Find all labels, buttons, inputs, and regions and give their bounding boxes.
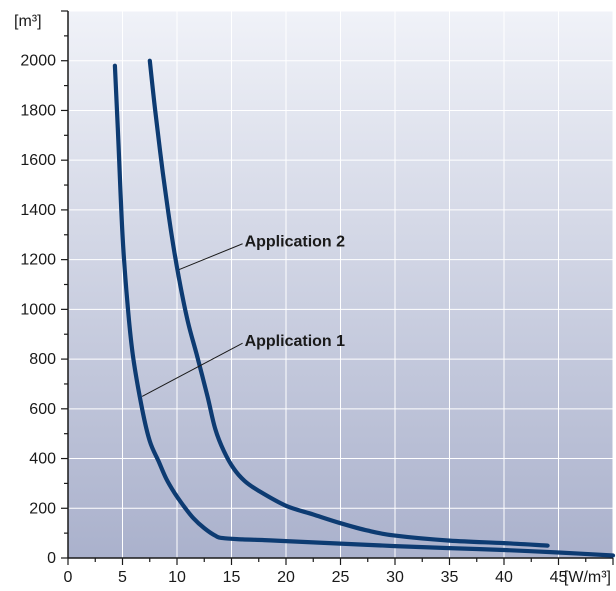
series-line-application-1 xyxy=(112,63,616,558)
x-tick-label: 20 xyxy=(277,569,295,586)
y-tick-label: 400 xyxy=(29,451,56,468)
series-layer xyxy=(112,58,616,558)
x-tick-label: 0 xyxy=(64,569,73,586)
x-tick-label: 15 xyxy=(223,569,241,586)
y-tick-label: 200 xyxy=(29,500,56,517)
y-tick-label: 0 xyxy=(47,550,56,567)
y-tick-label: 1200 xyxy=(20,252,56,269)
grid-lines xyxy=(68,10,614,558)
y-tick-label: 1400 xyxy=(20,202,56,219)
x-tick-label: 35 xyxy=(441,569,459,586)
axes xyxy=(61,10,614,565)
x-tick-label: 5 xyxy=(118,569,127,586)
y-tick-label: 2000 xyxy=(20,53,56,70)
y-tick-label: 1800 xyxy=(20,102,56,119)
tick-labels: 0 200 400 600 800 1000 1200 1400 1600 1800 2000 0 5 1… xyxy=(14,13,611,586)
annotation-leader-1 xyxy=(178,243,243,271)
x-axis-unit: [W/m³] xyxy=(564,569,611,586)
annotation-label-1: Application 2 xyxy=(245,234,346,251)
y-tick-label: 800 xyxy=(29,351,56,368)
y-tick-label: 600 xyxy=(29,401,56,418)
series-line-application-2 xyxy=(147,58,550,548)
x-tick-label: 40 xyxy=(495,569,513,586)
y-tick-label: 1000 xyxy=(20,301,56,318)
annotations: Application 2 Application 1 xyxy=(141,234,346,397)
annotation-label-2: Application 1 xyxy=(245,333,346,350)
y-axis-unit: [m³] xyxy=(14,13,42,30)
annotation-leader-2 xyxy=(141,342,243,397)
x-tick-label: 25 xyxy=(332,569,350,586)
x-tick-label: 10 xyxy=(168,569,186,586)
x-tick-label: 45 xyxy=(550,569,568,586)
x-tick-label: 30 xyxy=(386,569,404,586)
y-tick-label: 1600 xyxy=(20,152,56,169)
